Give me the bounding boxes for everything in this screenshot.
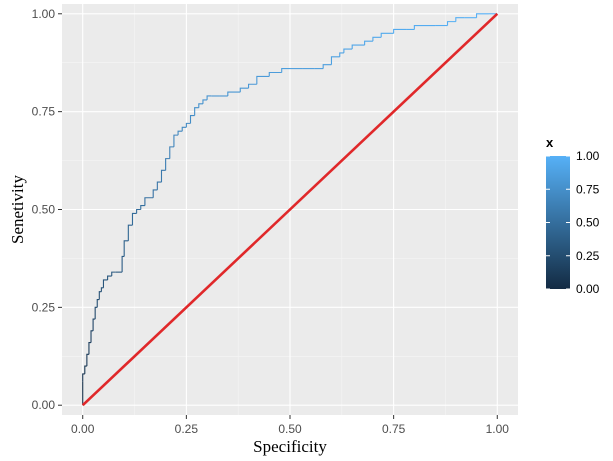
roc-curve-segment xyxy=(169,146,174,159)
roc-curve-segment xyxy=(339,52,344,57)
x-tick-label: 0.50 xyxy=(278,422,302,436)
roc-curve-segment xyxy=(351,44,365,50)
roc-curve-segment xyxy=(322,64,332,69)
roc-curve-segment xyxy=(123,240,129,257)
x-tick-label: 1.00 xyxy=(486,422,510,436)
y-axis-title: Senetivity xyxy=(8,175,27,244)
y-tick-label: 0.00 xyxy=(32,398,56,412)
roc-curve-segment xyxy=(165,158,170,171)
roc-curve-segment xyxy=(455,17,465,22)
roc-curve-segment xyxy=(100,287,104,292)
x-tick-label: 0.25 xyxy=(175,422,199,436)
roc-curve-segment xyxy=(88,342,92,355)
colorbar-ticks: 0.00 0.25 0.50 0.75 1.00 xyxy=(546,149,600,296)
roc-curve-segment xyxy=(107,275,112,280)
colorbar-tick-label: 1.00 xyxy=(576,149,600,163)
roc-curve-segment xyxy=(111,271,116,277)
colorbar-tick-label: 0.00 xyxy=(576,282,600,296)
roc-curve-segment xyxy=(330,56,340,65)
roc-curve-segment xyxy=(86,353,89,367)
roc-curve-segment xyxy=(173,134,179,147)
roc-curve-segment xyxy=(82,373,85,382)
y-tick-label: 0.75 xyxy=(32,105,56,119)
roc-curve-segment xyxy=(127,224,133,241)
colorbar-tick-label: 0.75 xyxy=(576,182,600,196)
roc-curve-segment xyxy=(84,365,87,374)
roc-curve-segment xyxy=(227,91,241,96)
roc-curve-segment xyxy=(144,197,154,206)
y-tick-label: 0.25 xyxy=(32,300,56,314)
roc-curve-segment xyxy=(160,169,166,183)
roc-curve-segment xyxy=(96,298,100,308)
roc-curve-segment xyxy=(136,208,141,214)
roc-curve-segment xyxy=(247,83,257,89)
roc-curve-segment xyxy=(268,71,282,77)
roc-curve-segment xyxy=(239,87,249,93)
x-axis-title: Specificity xyxy=(253,437,327,456)
roc-curve-segment xyxy=(121,255,125,273)
x-tick-label: 0.75 xyxy=(382,422,406,436)
roc-curve-segment xyxy=(343,48,353,53)
roc-curve-segment xyxy=(181,126,187,132)
roc-curve-segment xyxy=(90,330,94,343)
roc-curve-segment xyxy=(194,107,199,116)
roc-curve-segment xyxy=(140,205,145,210)
roc-curve-segment xyxy=(92,318,96,331)
roc-curve-segment xyxy=(131,212,137,226)
roc-curve-segment xyxy=(189,115,195,124)
colorbar-tick-label: 0.25 xyxy=(576,249,600,263)
roc-curve-segment xyxy=(98,291,102,300)
y-tick-label: 0.50 xyxy=(32,203,56,217)
roc-curve-segment xyxy=(156,181,162,190)
y-tick-label: 1.00 xyxy=(32,7,56,21)
roc-curve-segment xyxy=(475,13,489,18)
diagonal-reference-line xyxy=(81,12,499,407)
roc-curve-segment xyxy=(198,103,203,108)
roc-curve-segment xyxy=(364,40,373,46)
roc-curve-segment xyxy=(152,189,158,198)
roc-curve-segment xyxy=(446,21,456,26)
roc-curve-segment xyxy=(372,36,382,42)
series-layer xyxy=(81,12,499,407)
colorbar-legend: x 0.00 0.25 0.50 0.75 1.00 xyxy=(546,135,600,296)
roc-curve-segment xyxy=(281,68,290,73)
ticks-layer: 0.00 0.25 0.50 0.75 1.00 0.00 0.25 0.50 0.75 1.00 xyxy=(32,7,510,436)
roc-curve-segment xyxy=(413,24,436,30)
legend-title: x xyxy=(546,135,554,150)
colorbar-tick-label: 0.50 xyxy=(576,216,600,230)
roc-curve-segment xyxy=(177,130,183,136)
roc-curve-segment xyxy=(206,95,212,100)
roc-curve-segment xyxy=(202,99,208,104)
roc-curve-segment xyxy=(380,32,394,38)
roc-curve-segment xyxy=(102,279,108,288)
roc-curve-segment xyxy=(256,75,270,85)
roc-curve-segment xyxy=(185,122,191,128)
x-tick-label: 0.00 xyxy=(71,422,95,436)
roc-curve-segment xyxy=(94,306,98,320)
roc-curve-segment xyxy=(393,28,407,34)
